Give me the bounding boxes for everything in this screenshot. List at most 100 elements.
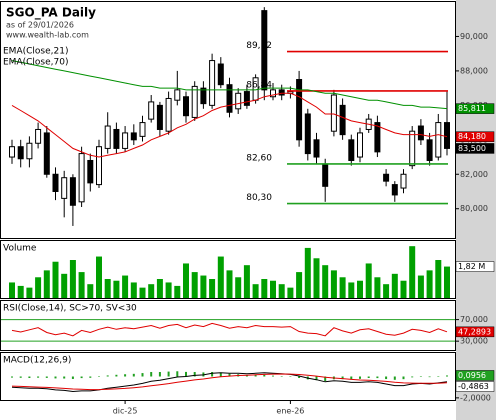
- candle-body: [235, 92, 242, 110]
- volume-bar: [261, 279, 268, 298]
- last-value-box: [455, 143, 495, 154]
- last-value-box: [455, 131, 495, 142]
- volume-bar: [339, 277, 346, 298]
- level-label: 80,30: [246, 193, 272, 203]
- volume-bar: [226, 270, 233, 298]
- x-tick-label: dic-25: [113, 407, 138, 416]
- candle-body: [444, 122, 450, 149]
- macd-histogram-bar: [89, 376, 92, 378]
- macd-histogram-bar: [446, 375, 448, 377]
- candle-body: [96, 146, 102, 186]
- candle-body: [261, 10, 268, 91]
- volume-bar: [243, 265, 250, 298]
- volume-bar: [374, 277, 381, 298]
- macd-histogram-bar: [385, 376, 388, 380]
- panel-title: Volume: [3, 244, 37, 254]
- volume-bar: [304, 247, 311, 298]
- y-tick-label: 80,000: [460, 204, 488, 213]
- volume-bar: [270, 280, 276, 298]
- macd-histogram-bar: [124, 374, 127, 377]
- y-tick-label: 90,000: [460, 32, 488, 41]
- candle-body: [330, 94, 337, 132]
- macd-histogram-bar: [376, 376, 379, 379]
- volume-bar: [313, 258, 320, 298]
- volume-bar: [174, 285, 181, 298]
- macd-histogram-bar: [341, 376, 344, 380]
- last-value-label: 1,82 M: [458, 262, 485, 271]
- source: www.wealth-lab.com: [6, 31, 89, 40]
- candle-body: [35, 128, 42, 144]
- candle-body: [383, 173, 390, 182]
- last-value-label: 85,811: [458, 104, 486, 113]
- macd-histogram-bar: [80, 376, 83, 379]
- y-tick-label: -2,0000: [460, 393, 491, 402]
- macd-histogram-bar: [298, 376, 301, 378]
- volume-bar: [365, 263, 372, 298]
- candle-body: [409, 130, 416, 167]
- macd-histogram-bar: [45, 376, 48, 378]
- candle-body: [69, 177, 76, 206]
- candle-body: [61, 177, 68, 199]
- volume-bar: [444, 266, 450, 298]
- candle-body: [26, 142, 33, 160]
- candle-body: [87, 159, 94, 184]
- macd-histogram-bar: [54, 376, 57, 379]
- macd-histogram-bar: [272, 375, 274, 377]
- volume-bar: [409, 246, 416, 298]
- macd-histogram-bar: [228, 373, 231, 377]
- candle-body: [209, 60, 216, 106]
- candle-body: [374, 122, 381, 153]
- candle-body: [43, 132, 50, 175]
- macd-histogram-bar: [289, 376, 292, 377]
- candle-body: [313, 139, 320, 158]
- macd-histogram-bar: [219, 372, 222, 377]
- candle-body: [339, 104, 346, 136]
- axis-strip: [456, 0, 496, 420]
- volume-bar: [61, 273, 68, 298]
- volume-bar: [78, 272, 85, 298]
- last-value-label: 83,500: [458, 144, 486, 153]
- volume-bar: [52, 261, 59, 298]
- candle-body: [191, 85, 198, 118]
- macd-histogram-bar: [428, 376, 431, 378]
- macd-histogram-bar: [115, 374, 118, 377]
- candle-body: [435, 122, 442, 158]
- volume-bar: [287, 287, 294, 298]
- macd-histogram-bar: [37, 376, 40, 378]
- volume-bar: [35, 277, 42, 298]
- y-tick-label: 88,000: [460, 66, 488, 75]
- candle-body: [52, 173, 59, 192]
- volume-bar: [209, 279, 216, 298]
- macd-histogram-bar: [98, 376, 100, 377]
- candle-body: [174, 89, 181, 101]
- volume-bar: [217, 256, 224, 298]
- macd-histogram-bar: [254, 375, 257, 377]
- macd-histogram-bar: [19, 376, 22, 378]
- chart-title: SGO_PA Daily: [6, 6, 96, 21]
- volume-bar: [113, 280, 120, 298]
- volume-bar: [165, 282, 172, 298]
- candle-body: [122, 132, 129, 149]
- candle-body: [130, 132, 137, 141]
- macd-histogram-bar: [402, 376, 405, 380]
- level-label: 89,12: [246, 41, 272, 51]
- candle-body: [17, 146, 24, 160]
- last-value-label: -0,4863: [458, 382, 489, 391]
- candle-body: [9, 146, 15, 158]
- candle-body: [270, 89, 276, 98]
- candle-body: [304, 113, 311, 155]
- candle-body: [357, 132, 363, 158]
- x-tick-label: ene-26: [276, 407, 304, 416]
- macd-histogram-bar: [106, 375, 109, 377]
- macd-histogram-bar: [11, 376, 13, 378]
- panel-title: MACD(12,26,9): [3, 356, 71, 366]
- macd-histogram-bar: [167, 371, 170, 377]
- candle-body: [156, 104, 163, 130]
- volume-bar: [252, 284, 259, 298]
- last-value-box: [455, 261, 495, 272]
- macd-histogram-bar: [315, 376, 318, 381]
- last-value-label: 47,2893: [458, 327, 491, 336]
- volume-bar: [139, 287, 146, 298]
- macd-histogram-bar: [411, 376, 414, 378]
